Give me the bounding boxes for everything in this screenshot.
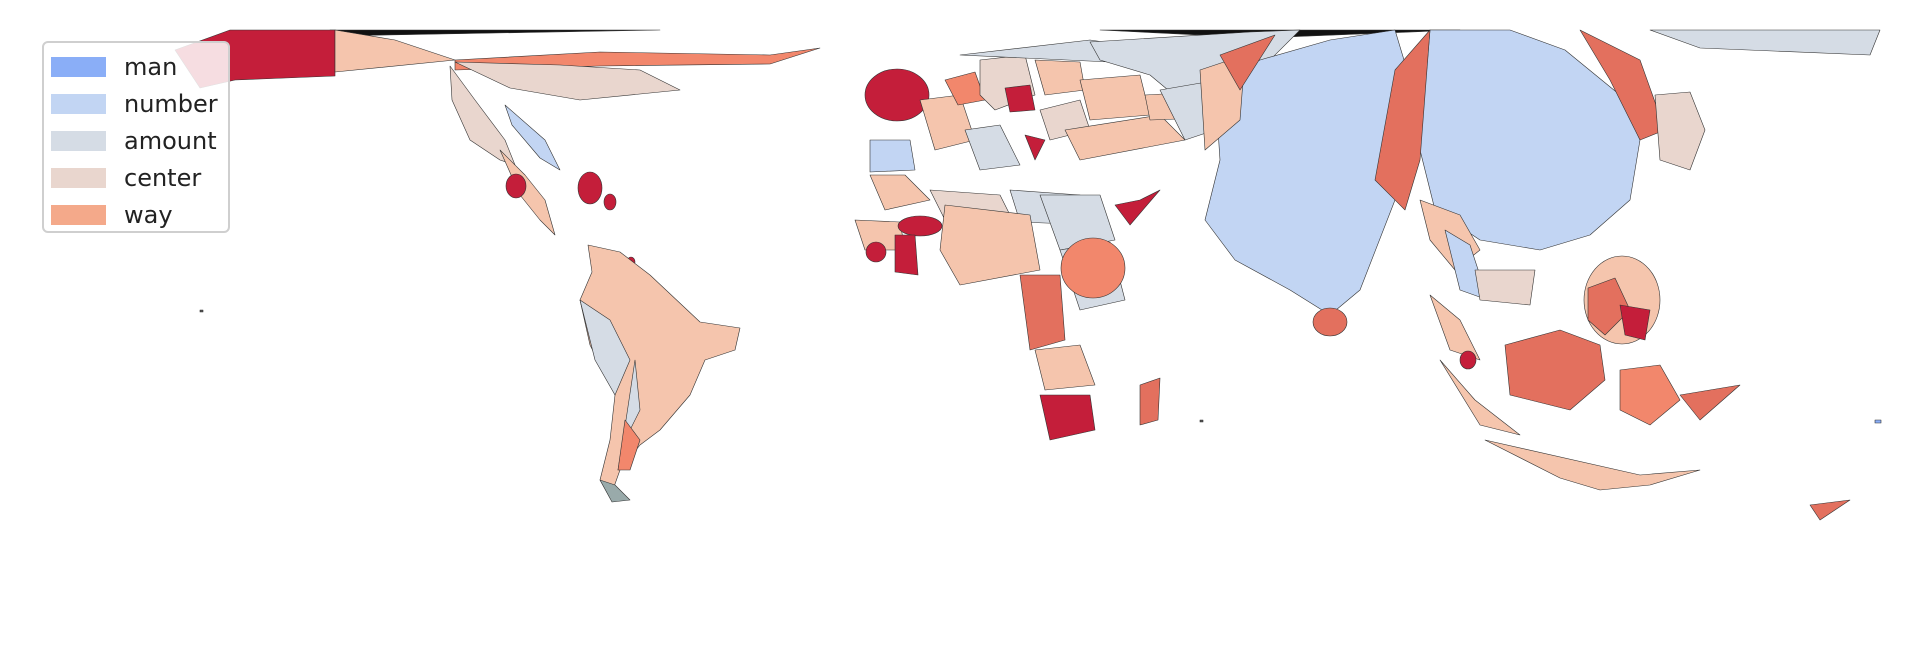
region-south-america (579, 244, 741, 499)
legend-swatch-center (51, 167, 106, 188)
region-senegal (897, 215, 943, 237)
region-myanmar-thai (1374, 29, 1431, 211)
region-guinea (865, 241, 887, 263)
region-dominican (603, 193, 617, 211)
region-new-zealand (1809, 499, 1851, 521)
region-nepal-strip (1219, 34, 1276, 91)
legend-swatch-amount (51, 130, 106, 151)
region-ghana (894, 234, 919, 276)
island-1 (199, 309, 204, 313)
region-ethiopia (1114, 189, 1161, 226)
region-sahel (939, 204, 1041, 286)
arctic-sliver-west (329, 29, 661, 37)
region-kenya (1060, 237, 1126, 299)
region-japan (1654, 91, 1706, 171)
region-singapore (1459, 350, 1477, 370)
region-hungary (1004, 84, 1036, 113)
region-spain (869, 139, 916, 173)
region-borneo (1504, 329, 1606, 411)
region-madagascar (1139, 377, 1161, 426)
legend-swatch-man (51, 56, 106, 77)
legend-label-man: man (124, 52, 178, 81)
region-patagonia (599, 479, 631, 503)
legend-item-man: man (51, 48, 228, 85)
legend-label-amount: amount (124, 126, 217, 155)
region-cuba (577, 171, 603, 205)
region-philippines-main (1587, 277, 1631, 336)
legend-item-number: number (51, 85, 228, 122)
region-ireland-uk (864, 68, 930, 122)
region-china (1419, 29, 1641, 251)
region-malaysia (1429, 294, 1481, 361)
legend-item-center: center (51, 159, 228, 196)
region-australia-strands (1484, 439, 1701, 491)
region-italy (964, 124, 1021, 171)
region-greece (1024, 134, 1046, 161)
region-sumatra (1439, 359, 1521, 436)
region-peru (579, 299, 631, 396)
region-south-africa (1039, 394, 1096, 441)
region-new-guinea (1619, 364, 1681, 426)
region-india (1204, 29, 1411, 316)
region-morocco (869, 174, 931, 211)
region-poland (1034, 59, 1086, 96)
region-philippines-south (1619, 304, 1651, 341)
legend-label-number: number (124, 89, 218, 118)
region-sudan (1039, 194, 1116, 251)
region-angola (1034, 344, 1096, 391)
legend-label-center: center (124, 163, 202, 192)
legend: man number amount center way (42, 41, 230, 233)
region-argentina (617, 419, 641, 471)
region-ukraine (1079, 74, 1151, 121)
region-mongolia (1649, 29, 1881, 56)
region-korea-strip (1579, 29, 1666, 141)
region-cambodia (1474, 269, 1536, 306)
region-guatemala (505, 173, 527, 199)
region-north-america-strands (454, 61, 681, 101)
region-caribbean-blue (504, 104, 561, 171)
legend-label-way: way (124, 200, 173, 229)
region-timor (1679, 384, 1741, 421)
legend-item-amount: amount (51, 122, 228, 159)
island-2 (1199, 419, 1204, 423)
legend-swatch-way (51, 204, 106, 225)
region-congo (1019, 274, 1066, 351)
legend-swatch-number (51, 93, 106, 114)
region-sri-lanka (1312, 307, 1348, 337)
region-canada-strip (334, 29, 456, 73)
legend-item-way: way (51, 196, 228, 233)
island-3 (1874, 419, 1882, 424)
